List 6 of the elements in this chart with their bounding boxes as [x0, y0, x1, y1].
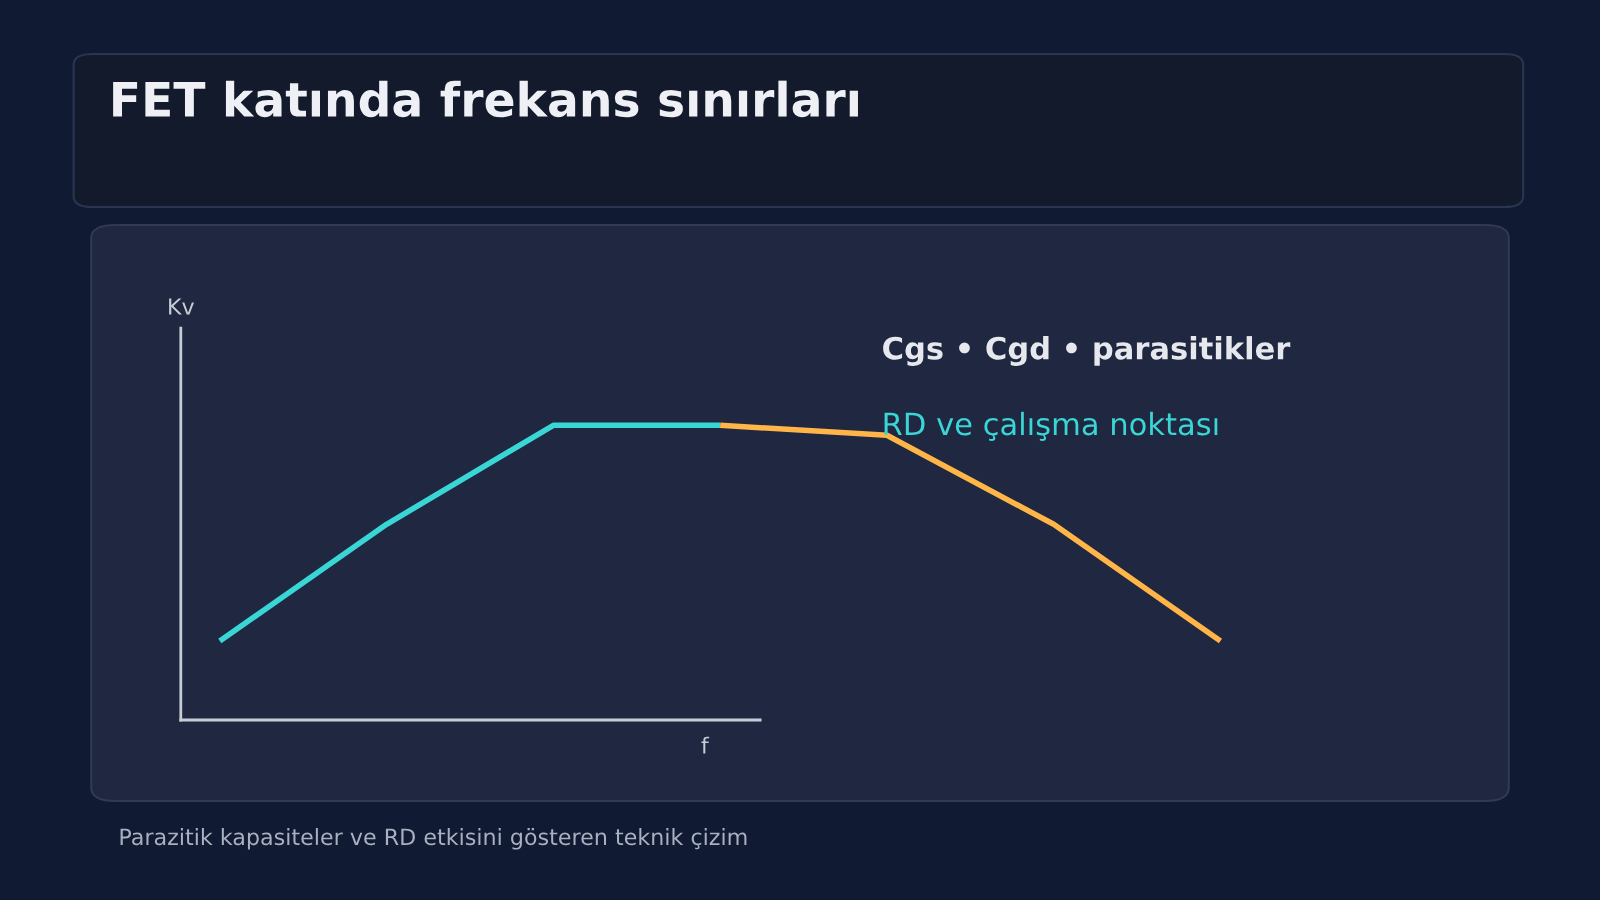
annotation: RD ve çalışma noktası — [884, 411, 1218, 441]
y-axis-title: Kv — [169, 298, 194, 315]
x-axis-title: f — [701, 736, 710, 754]
text: Parazitik kapasiteler ve RD etkisini gösteren teknik çizim — [120, 828, 747, 850]
chart-title: FET katında frekans sınırları — [113, 80, 858, 118]
text: Cgs • Cgd • parasitikler — [883, 336, 1291, 366]
